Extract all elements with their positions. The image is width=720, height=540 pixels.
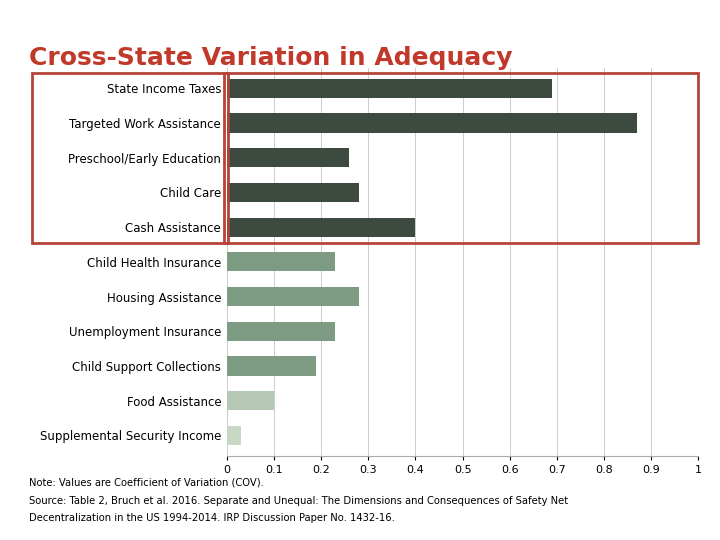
Bar xyxy=(227,113,637,133)
Bar xyxy=(227,356,316,376)
Text: Source: Table 2, Bruch et al. 2016. Separate and Unequal: The Dimensions and Con: Source: Table 2, Bruch et al. 2016. Sepa… xyxy=(29,496,568,506)
Bar xyxy=(225,73,698,243)
Bar xyxy=(227,183,359,202)
Bar xyxy=(227,287,359,306)
Text: Cross-State Variation in Adequacy: Cross-State Variation in Adequacy xyxy=(29,46,513,70)
Text: Note: Values are Coefficient of Variation (COV).: Note: Values are Coefficient of Variatio… xyxy=(29,478,264,488)
Bar xyxy=(227,252,336,272)
Bar xyxy=(227,322,336,341)
Bar xyxy=(227,218,415,237)
Bar xyxy=(227,148,349,167)
Bar xyxy=(227,426,241,445)
Bar xyxy=(227,391,274,410)
Bar xyxy=(227,79,552,98)
Text: Decentralization in the US 1994-2014. IRP Discussion Paper No. 1432-16.: Decentralization in the US 1994-2014. IR… xyxy=(29,513,395,523)
